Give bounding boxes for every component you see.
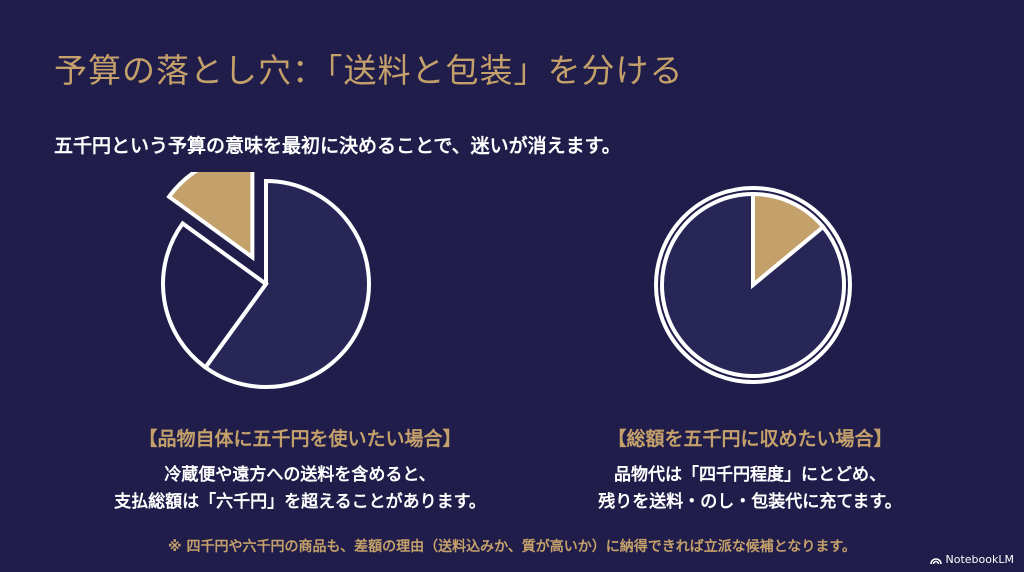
notebooklm-logo-icon xyxy=(929,557,942,564)
left-pie-chart xyxy=(161,172,371,389)
pie-slice-gold xyxy=(166,172,255,262)
slide-subtitle: 五千円という予算の意味を最初に決めることで、迷いが消えます。 xyxy=(54,135,621,157)
left-caption: 【品物自体に五千円を使いたい場合】 冷蔵便や遠方への送料を含めると、 支払総額は… xyxy=(60,424,540,516)
slide-title: 予算の落とし穴：「送料と包装」を分ける xyxy=(54,51,684,90)
notebooklm-brand: NotebookLM xyxy=(929,553,1014,566)
left-caption-line-2: 支払総額は「六千円」を超えることがあります。 xyxy=(114,492,486,512)
brand-label: NotebookLM xyxy=(945,553,1014,566)
right-pie-chart xyxy=(654,186,852,384)
left-caption-line-1: 冷蔵便や遠方への送料を含めると、 xyxy=(164,465,436,485)
pie-slice-gold xyxy=(751,191,826,290)
right-caption: 【総額を五千円に収めたい場合】 品物代は「四千円程度」にとどめ、 残りを送料・の… xyxy=(510,424,990,516)
right-caption-line-1: 品物代は「四千円程度」にとどめ、 xyxy=(614,465,886,485)
pie-outer-ring xyxy=(654,186,852,384)
left-caption-heading: 【品物自体に五千円を使いたい場合】 xyxy=(138,428,462,450)
pie-slice-empty xyxy=(161,220,269,371)
pie-slice-navy xyxy=(660,191,847,378)
right-caption-line-2: 残りを送料・のし・包装代に充てます。 xyxy=(598,492,902,512)
footnote: ※ 四千円や六千円の商品も、差額の理由（送料込みか、質が高いか）に納得できれば立… xyxy=(168,539,856,555)
pie-slice-navy xyxy=(202,178,371,389)
right-caption-heading: 【総額を五千円に収めたい場合】 xyxy=(607,428,893,450)
